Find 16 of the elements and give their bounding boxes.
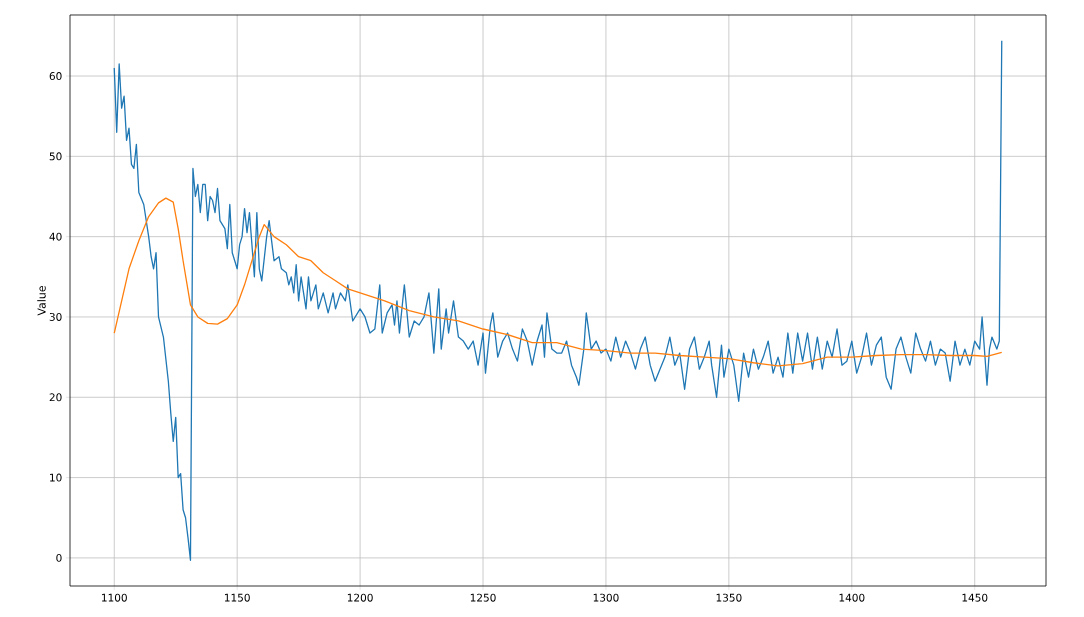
y-axis-title: Value <box>37 285 46 316</box>
x-tick-label: 1250 <box>470 593 496 602</box>
x-tick-label: 1200 <box>347 593 373 602</box>
x-tick-label: 1400 <box>839 593 865 602</box>
y-tick-label: 60 <box>49 72 62 81</box>
x-tick-label: 1300 <box>593 593 619 602</box>
x-tick-label: 1150 <box>224 593 250 602</box>
y-tick-label: 20 <box>49 393 62 402</box>
y-tick-label: 0 <box>56 553 62 562</box>
y-tick-label: 50 <box>49 152 62 161</box>
x-tick-label: 1450 <box>962 593 988 602</box>
y-tick-label: 10 <box>50 473 62 482</box>
y-tick-label: 30 <box>49 312 62 321</box>
x-tick-label: 1100 <box>102 593 127 602</box>
y-tick-label: 40 <box>49 232 62 241</box>
x-tick-label: 1350 <box>716 593 742 602</box>
